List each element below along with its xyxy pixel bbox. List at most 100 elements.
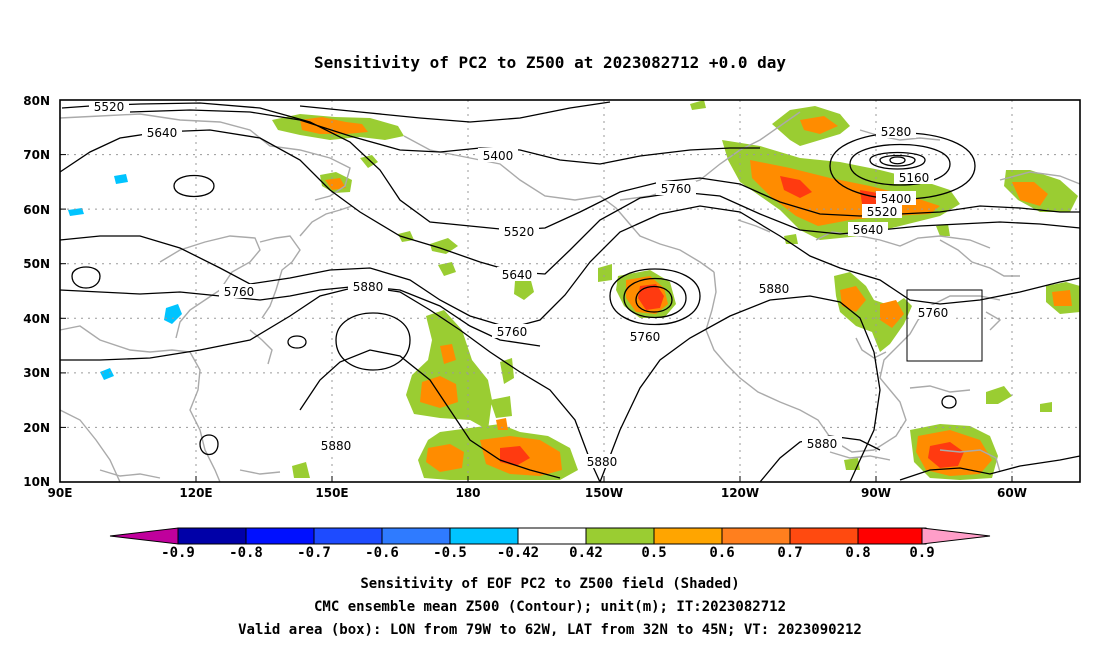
svg-text:5880: 5880 [353,280,384,294]
contour-label: 5760 [656,181,696,196]
contour-label: 5760 [219,284,259,299]
colorbar-label: -0.6 [365,545,399,561]
contour-low-ring [609,268,701,325]
latitude-labels: 80N 70N 60N 50N 40N 30N 20N 10N [23,94,50,489]
contour-label: 5160 [894,170,934,185]
svg-text:5520: 5520 [504,225,535,239]
contour-5760 [59,205,1081,329]
lat-label: 10N [23,475,50,489]
contour-label-layer: 5520 5640 5400 5760 5520 5640 5760 5880 … [89,99,953,469]
lon-label: 90E [48,486,73,500]
colorbar-label: -0.8 [229,545,263,561]
colorbar-label: 0.7 [777,545,802,561]
svg-text:5160: 5160 [899,171,930,185]
contour-small-cell-4 [199,434,219,456]
svg-text:5760: 5760 [918,306,949,320]
colorbar-cell [177,527,247,545]
svg-text:5400: 5400 [881,192,912,206]
svg-text:5520: 5520 [867,205,898,219]
lon-label: 150E [315,486,348,500]
colorbar-cell [721,527,791,545]
contour-ring-2 [879,154,916,167]
lon-label: 180 [455,486,480,500]
contour-label: 5400 [876,191,916,206]
contour-5760-b [59,285,541,347]
svg-text:5640: 5640 [502,268,533,282]
axis-ticks [59,99,1013,483]
lat-label: 20N [23,421,50,435]
colorbar-cell [857,527,927,545]
lat-label: 50N [23,257,50,271]
contour-low-ring-3 [635,286,673,313]
lon-label: 90W [861,486,891,500]
colorbar-cell [313,527,383,545]
contour-label: 5760 [492,324,532,339]
contour-5640 [59,129,1081,275]
svg-text:5640: 5640 [853,223,884,237]
contour-label: 5520 [862,204,902,219]
contour-ring-4 [849,143,951,186]
svg-text:5880: 5880 [321,439,352,453]
svg-text:5760: 5760 [661,182,692,196]
colorbar-label: 0.6 [709,545,734,561]
contour-5880-b [299,349,561,479]
svg-text:5880: 5880 [807,437,838,451]
contour-high-cell [335,312,411,371]
colorbar-cell [381,527,451,545]
colorbar-label: 0.8 [845,545,870,561]
caption-line: CMC ensemble mean Z500 (Contour); unit(m… [314,599,786,615]
contour-low-ring-2 [623,278,687,318]
svg-text:5760: 5760 [497,325,528,339]
map-frame [59,99,1081,483]
colorbar-cell [245,527,315,545]
contour-label: 5760 [625,329,665,344]
contour-5280 [299,101,611,123]
map-panel: 5520 5640 5400 5760 5520 5640 5760 5880 … [23,94,1081,500]
colorbar-cell [653,527,723,545]
colorbar: -0.9 -0.8 -0.7 -0.6 -0.5 -0.42 0.42 0.5 … [109,527,991,561]
contour-label: 5640 [497,267,537,282]
colorbar-label: -0.7 [297,545,331,561]
lat-label: 40N [23,312,50,326]
colorbar-high-arrow [921,527,991,545]
figure-title: Sensitivity of PC2 to Z500 at 2023082712… [314,53,786,72]
contour-ring-5 [829,132,976,200]
colorbar-label: -0.9 [161,545,195,561]
svg-text:5520: 5520 [94,100,125,114]
colorbar-cell [449,527,519,545]
caption-line: Sensitivity of EOF PC2 to Z500 field (Sh… [360,576,739,592]
contour-label: 5760 [913,305,953,320]
contour-5520 [61,102,1080,231]
lon-label: 120E [179,486,212,500]
svg-text:5280: 5280 [881,125,912,139]
colorbar-label: -0.5 [433,545,467,561]
contour-ring-3 [889,156,906,165]
contour-label: 5520 [89,99,129,114]
caption-line: Valid area (box): LON from 79W to 62W, L… [238,622,862,638]
contour-label: 5880 [754,281,794,296]
contour-5880-c [599,295,881,483]
colorbar-cell [517,527,587,545]
lat-label: 30N [23,366,50,380]
contour-label: 5280 [876,124,916,139]
contour-label: 5400 [478,148,518,163]
svg-text:5760: 5760 [224,285,255,299]
lat-label: 80N [23,94,50,108]
colorbar-low-arrow [109,527,179,545]
colorbar-cell [585,527,655,545]
svg-text:5880: 5880 [759,282,790,296]
map-background [60,100,1080,482]
colorbar-labels: -0.9 -0.8 -0.7 -0.6 -0.5 -0.42 0.42 0.5 … [161,545,935,561]
lon-label: 150W [585,486,623,500]
contour-small-cell-3 [287,335,307,349]
contour-5160-ring [869,151,926,170]
contour-label: 5880 [582,454,622,469]
colorbar-cell [789,527,859,545]
lat-label: 60N [23,203,50,217]
contour-label: 5880 [802,436,842,451]
colorbar-label: 0.5 [641,545,666,561]
contour-label: 5880 [316,438,356,453]
contour-label: 5880 [348,279,388,294]
lon-label: 60W [997,486,1027,500]
